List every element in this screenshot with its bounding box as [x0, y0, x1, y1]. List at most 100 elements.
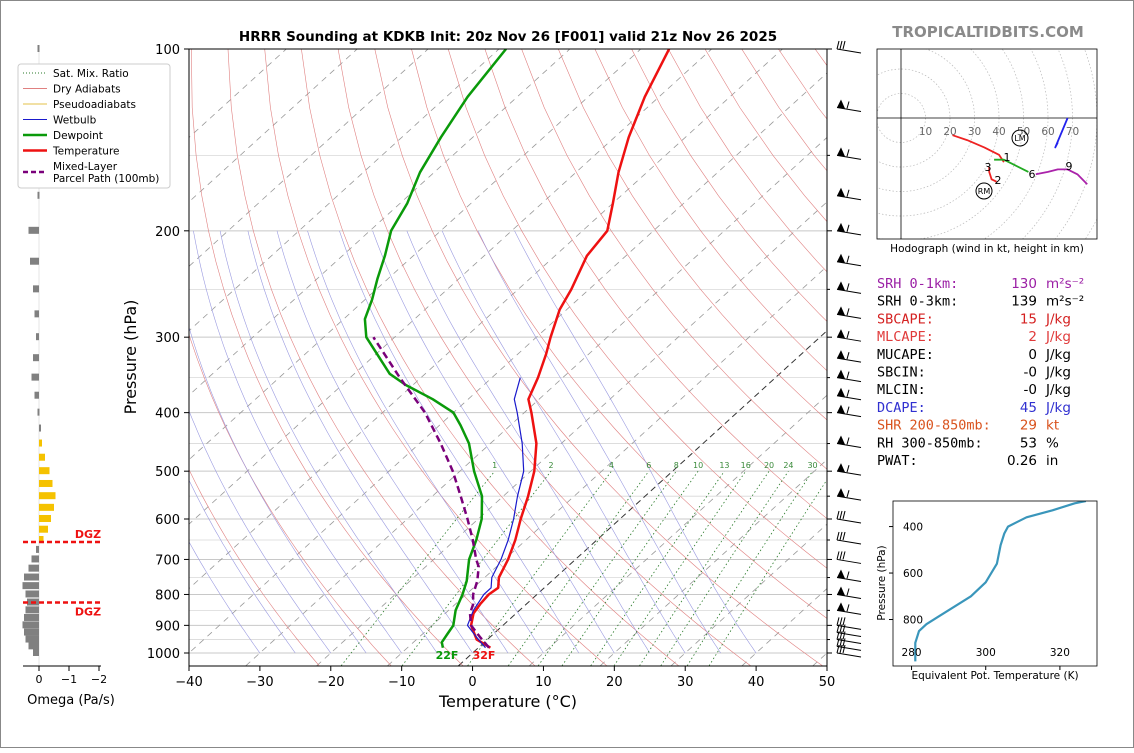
isotherm-line [246, 49, 924, 666]
legend-label: Wetbulb [53, 115, 97, 127]
index-value: 130 [1011, 276, 1037, 292]
wind-barb-flag [837, 388, 845, 397]
mixing-ratio-label: 1 [492, 461, 497, 470]
theta-e-frame [893, 501, 1097, 666]
theta-clip-group [915, 501, 1086, 661]
index-value: 53 [1020, 435, 1037, 451]
theta-e-xlabel: Equivalent Pot. Temperature (K) [911, 670, 1078, 682]
chart-title: HRRR Sounding at KDKB Init: 20z Nov 26 [… [239, 29, 777, 45]
wind-barb-staff [837, 289, 861, 293]
theta-y-tick-label: 400 [903, 522, 923, 534]
hodograph-frame [877, 49, 1097, 239]
wind-barb-feather [840, 41, 842, 49]
pseudoadiabat-line [308, 231, 544, 653]
wind-barb-staff [837, 155, 861, 159]
x-tick-label: 10 [535, 675, 552, 690]
isotherm-line [175, 49, 853, 666]
wind-barb-flag [837, 188, 845, 197]
omega-bar [39, 515, 51, 522]
wind-barb-staff [837, 610, 861, 614]
mixing-ratio-line [661, 471, 789, 666]
wind-barb-staff [837, 540, 861, 544]
wind-barb-feather [847, 604, 849, 611]
omega-bar [39, 467, 50, 474]
omega-bar [26, 636, 40, 643]
omega-x-tick-label: −2 [91, 673, 107, 686]
hodo-trace-2 [1036, 169, 1087, 184]
theta-x-tick-label: 300 [976, 647, 996, 659]
wind-barb-flag [837, 570, 845, 579]
wind-barb-flag [837, 281, 845, 290]
omega-xlabel: Omega (Pa/s) [27, 693, 115, 708]
index-label: SHR 200-850mb: [877, 418, 991, 434]
hodo-height-label: 2 [995, 174, 1002, 187]
omega-bar [39, 492, 56, 499]
mixing-ratio-line [687, 471, 812, 666]
wind-barb-flag [837, 223, 845, 232]
index-label: MLCAPE: [877, 329, 934, 345]
legend-label: Temperature [52, 146, 120, 158]
x-tick-label: −20 [317, 675, 344, 690]
mixing-ratio-line [562, 471, 698, 666]
y-tick-label: 900 [155, 619, 180, 634]
hodo-ring-label: 60 [1041, 126, 1054, 138]
skewt-ylabel: Pressure (hPa) [121, 300, 140, 415]
wind-barb-feather [847, 588, 849, 595]
mixing-ratio-line [709, 471, 832, 666]
mixing-ratio-line [508, 471, 649, 666]
mixing-ratio-line [341, 471, 495, 666]
index-unit: m²s⁻² [1046, 294, 1084, 310]
hodo-trace-1 [994, 160, 1028, 172]
theta-e-ylabel: Pressure (hPa) [876, 545, 888, 620]
wind-barb-feather [837, 617, 839, 625]
omega-bar [39, 425, 41, 432]
mixing-ratio-label: 4 [609, 461, 614, 470]
sfc-temp-label: 32F [473, 649, 496, 662]
y-tick-label: 200 [155, 225, 180, 240]
wind-barb-staff [837, 231, 861, 235]
pseudoadiabat-line [442, 231, 685, 653]
x-tick-label: 40 [748, 675, 765, 690]
mixing-ratio-label: 30 [807, 461, 817, 470]
omega-bar [24, 614, 39, 621]
hodo-ring-label: 30 [968, 126, 981, 138]
mixing-ratio-label: 10 [693, 461, 703, 470]
x-tick-label: 20 [606, 675, 623, 690]
index-unit: in [1046, 453, 1058, 469]
wind-barbs-column [837, 41, 861, 657]
index-value: -0 [1024, 382, 1037, 398]
wind-barb-feather [837, 41, 839, 49]
omega-bar [23, 582, 40, 589]
wind-barb-feather [840, 511, 842, 519]
wind-barb-staff [837, 594, 861, 598]
omega-bar [38, 409, 40, 416]
index-unit: J/kg [1045, 329, 1071, 345]
omega-x-tick-label: −1 [61, 673, 77, 686]
wind-barb-staff [837, 496, 861, 500]
wind-barb-feather [843, 551, 845, 559]
y-tick-label: 800 [155, 588, 180, 603]
series-line-3 [373, 337, 489, 648]
wind-barb-staff [837, 653, 861, 657]
index-label: RH 300-850mb: [877, 435, 983, 451]
wind-barb-staff [837, 559, 861, 563]
wind-barb-flag [837, 436, 845, 445]
wind-barb-feather [847, 102, 849, 109]
y-tick-label: 600 [155, 513, 180, 528]
theta-x-tick-label: 320 [1050, 647, 1070, 659]
pseudoadiabat-line [220, 231, 437, 653]
dry-adiabat-line [265, 49, 607, 666]
mixing-ratio-label: 13 [719, 461, 729, 470]
omega-bar [36, 546, 39, 553]
wind-barb-staff [837, 262, 861, 266]
omega-bar [32, 374, 40, 381]
isotherm-line [742, 49, 1134, 666]
wind-barb-feather [840, 551, 842, 559]
hodo-ring-label: 40 [992, 126, 1005, 138]
index-value: 2 [1028, 329, 1037, 345]
pseudoadiabat-line [168, 231, 366, 653]
wind-barb-flag [837, 100, 845, 109]
omega-bar [29, 565, 40, 572]
